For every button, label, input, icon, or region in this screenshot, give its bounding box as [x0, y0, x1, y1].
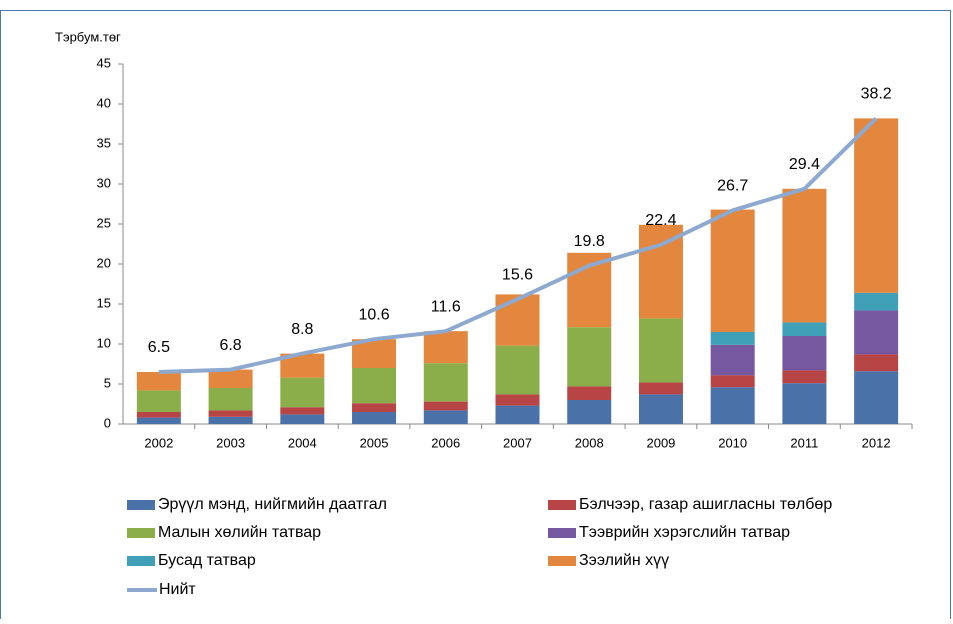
bar-segment	[208, 410, 253, 417]
bar-segment	[567, 386, 612, 400]
bar-segment	[710, 344, 755, 376]
y-tick-label: 40	[97, 95, 111, 110]
bar-segment	[208, 416, 253, 424]
bar-segment	[495, 394, 540, 406]
bar-segment	[136, 417, 181, 424]
legend-label: Бусад татвар	[158, 552, 256, 569]
legend-label: Бэлчээр, газар ашигласны төлбөр	[579, 496, 832, 513]
bar-segment	[280, 407, 325, 415]
bar-segment	[495, 294, 540, 346]
legend-label: Тээврийн хэрэгслийн татвар	[579, 524, 790, 541]
data-label: 38.2	[861, 86, 892, 103]
x-tick-label: 2005	[360, 435, 389, 450]
legend-label: Эрүүл мэнд, нийгмийн даатгал	[158, 496, 387, 513]
bar-segment	[782, 322, 827, 336]
legend-swatch	[127, 500, 155, 510]
bar-segment	[854, 371, 899, 424]
y-tick-label: 45	[97, 55, 111, 70]
bar-segment	[782, 188, 827, 323]
y-tick-label: 20	[97, 255, 111, 270]
legend-swatch	[127, 556, 155, 566]
bar-segment	[495, 345, 540, 395]
bar-segment	[423, 401, 468, 411]
bar-segment	[495, 405, 540, 424]
bar-segment	[854, 292, 899, 311]
bar-segment	[638, 394, 683, 424]
x-tick-label: 2012	[862, 435, 891, 450]
y-tick-label: 0	[104, 415, 111, 430]
bar-segment	[710, 209, 755, 332]
data-label: 26.7	[717, 178, 748, 195]
bar-segment	[280, 377, 325, 408]
bar-segment	[136, 412, 181, 418]
bar-segment	[854, 310, 899, 355]
x-tick-label: 2011	[790, 435, 818, 450]
y-tick-label: 5	[104, 375, 111, 390]
bar-segment	[352, 403, 397, 412]
data-label: 6.5	[148, 339, 170, 356]
bar-segment	[782, 383, 827, 424]
bar-segment	[352, 368, 397, 404]
x-tick-label: 2004	[288, 435, 317, 450]
y-tick-label: 35	[97, 135, 111, 150]
bar-segment	[710, 375, 755, 388]
total-line	[158, 116, 878, 374]
legend-swatch	[127, 528, 155, 538]
bar-segment	[567, 327, 612, 387]
y-tick-label: 15	[97, 295, 111, 310]
bar-segment	[567, 400, 612, 424]
data-label: 15.6	[502, 266, 533, 283]
bar-segment	[638, 224, 683, 319]
legend-label: Нийт	[159, 581, 196, 598]
y-tick-label: 10	[97, 335, 111, 350]
bar-segment	[423, 410, 468, 424]
legend-label: Зээлийн хүү	[579, 552, 669, 569]
x-tick-label: 2008	[575, 435, 604, 450]
bar-segment	[710, 332, 755, 345]
bar-segment	[638, 318, 683, 383]
data-label: 22.4	[645, 212, 676, 229]
bar-segment	[782, 336, 827, 371]
bar-segment	[854, 118, 899, 293]
bar-segment	[352, 412, 397, 424]
data-label: 6.8	[219, 337, 241, 354]
data-label: 8.8	[291, 321, 313, 338]
x-tick-label: 2006	[431, 435, 460, 450]
data-label: 11.6	[431, 298, 461, 315]
legend-swatch	[548, 556, 576, 566]
bar-segment	[638, 382, 683, 395]
x-tick-label: 2009	[646, 435, 675, 450]
x-tick-label: 2002	[144, 435, 173, 450]
bar-segment	[423, 331, 468, 364]
legend-swatch	[548, 500, 576, 510]
bar-segment	[208, 388, 253, 411]
y-tick-label: 25	[97, 215, 111, 230]
bar-segment	[208, 369, 253, 388]
legend-label: Малын хөлийн татвар	[158, 524, 321, 541]
bar-segment	[136, 390, 181, 412]
y-axis-label: Тэрбум.төг	[55, 29, 121, 44]
y-tick-label: 30	[97, 175, 111, 190]
bar-segment	[854, 354, 899, 372]
x-tick-label: 2003	[216, 435, 245, 450]
bar-segment	[280, 414, 325, 424]
legend-swatch	[548, 528, 576, 538]
bar-segment	[136, 372, 181, 391]
x-tick-label: 2007	[503, 435, 532, 450]
bar-segment	[423, 363, 468, 402]
x-tick-label: 2010	[718, 435, 747, 450]
bar-segment	[782, 370, 827, 384]
data-label: 19.8	[574, 233, 605, 250]
data-label: 29.4	[789, 156, 820, 173]
bar-segment	[710, 387, 755, 424]
data-label: 10.6	[358, 306, 389, 323]
